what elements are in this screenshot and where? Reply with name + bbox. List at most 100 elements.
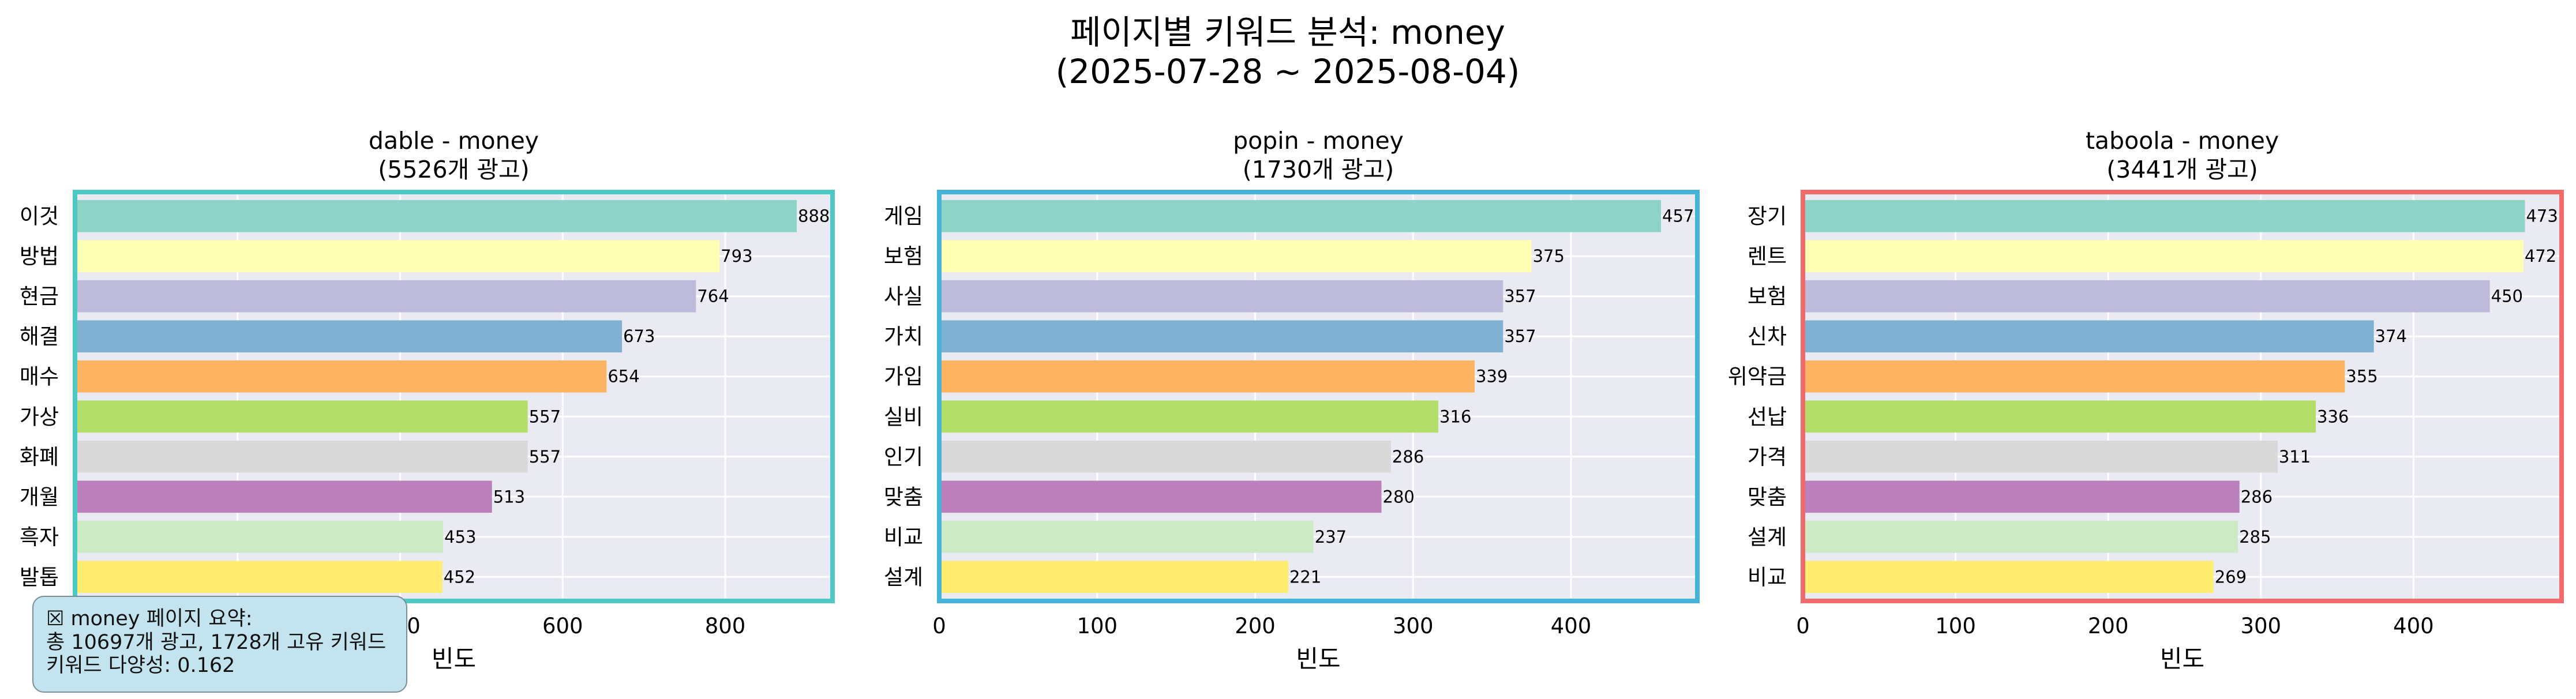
summary-box: ☒ money 페이지 요약: 총 10697개 광고, 1728개 고유 키워… — [32, 596, 407, 693]
category-label: 인기 — [884, 445, 923, 469]
value-label: 457 — [1662, 206, 1694, 226]
bar — [75, 320, 623, 353]
bar — [1803, 440, 2278, 473]
category-label: 렌트 — [1748, 244, 1787, 269]
category-label: 보험 — [1748, 284, 1787, 309]
category-label: 방법 — [20, 244, 59, 269]
value-label: 355 — [2346, 367, 2378, 386]
x-tick-label: 800 — [705, 614, 746, 638]
bar — [939, 480, 1382, 513]
category-label: 설계 — [1748, 525, 1787, 550]
bar — [939, 561, 1288, 593]
value-label: 339 — [1476, 367, 1508, 386]
x-tick-label: 400 — [1551, 614, 1592, 638]
bar — [1803, 360, 2345, 393]
value-label: 450 — [2491, 287, 2523, 306]
panel-title-line1: dable - money — [369, 127, 539, 155]
bar — [1803, 280, 2490, 313]
value-label: 221 — [1289, 567, 1321, 587]
value-label: 513 — [493, 487, 525, 506]
panel-title-line2: (1730개 광고) — [1243, 156, 1394, 183]
bar — [939, 200, 1662, 232]
x-tick-label: 600 — [542, 614, 583, 638]
bar — [939, 240, 1532, 273]
panel-frame — [73, 190, 835, 603]
category-label: 화폐 — [20, 445, 59, 469]
value-label: 237 — [1315, 527, 1347, 547]
value-label: 280 — [1383, 487, 1415, 506]
category-label: 가치 — [884, 324, 923, 349]
panel-frame — [1801, 190, 2564, 603]
value-label: 793 — [721, 246, 752, 266]
value-label: 285 — [2239, 527, 2271, 547]
bar — [1803, 520, 2238, 553]
x-axis-label: 빈도 — [432, 645, 476, 673]
summary-line-3: 키워드 다양성: 0.162 — [46, 654, 235, 678]
category-label: 실비 — [884, 404, 923, 429]
figure-title-line2: (2025-07-28 ~ 2025-08-04) — [1056, 52, 1520, 91]
bar — [75, 480, 492, 513]
value-label: 286 — [2241, 487, 2273, 506]
value-label: 374 — [2375, 326, 2407, 346]
x-tick-label: 200 — [2088, 614, 2129, 638]
bar — [1803, 561, 2214, 593]
value-label: 764 — [697, 287, 729, 306]
panel-title-line1: taboola - money — [2086, 127, 2279, 155]
bar — [75, 280, 696, 313]
value-label: 375 — [1533, 246, 1565, 266]
summary-line-2: 총 10697개 광고, 1728개 고유 키워드 — [46, 630, 387, 654]
category-label: 개월 — [20, 484, 59, 509]
value-label: 357 — [1504, 326, 1536, 346]
category-label: 가상 — [20, 404, 59, 429]
value-label: 452 — [444, 567, 475, 587]
bar — [75, 360, 607, 393]
category-label: 신차 — [1748, 324, 1787, 349]
category-label: 이것 — [20, 204, 59, 229]
figure-title-line1: 페이지별 키워드 분석: money — [1070, 13, 1505, 52]
value-label: 557 — [529, 407, 561, 426]
panel-title-line2: (5526개 광고) — [378, 156, 530, 183]
value-label: 654 — [608, 367, 639, 386]
category-label: 보험 — [884, 244, 923, 269]
bar — [1803, 320, 2374, 353]
value-label: 286 — [1392, 447, 1424, 467]
panel-title-line2: (3441개 광고) — [2106, 156, 2258, 183]
value-label: 472 — [2525, 246, 2556, 266]
category-label: 매수 — [20, 364, 59, 389]
category-label: 흑자 — [20, 525, 59, 550]
x-tick-label: 100 — [1935, 614, 1976, 638]
category-label: 위약금 — [1728, 364, 1787, 389]
category-label: 발톱 — [20, 565, 59, 589]
category-label: 맞춤 — [1748, 484, 1787, 509]
category-label: 장기 — [1748, 204, 1787, 229]
panel-taboola: taboola - money (3441개 광고) 빈도 0 100 200 300… — [1728, 127, 2564, 673]
bar — [939, 440, 1391, 473]
value-label: 316 — [1439, 407, 1471, 426]
x-tick-label: 0 — [932, 614, 946, 638]
bar — [75, 440, 528, 473]
bar — [1803, 400, 2316, 433]
bar — [939, 400, 1439, 433]
value-label: 357 — [1504, 287, 1536, 306]
x-axis-label: 빈도 — [2160, 645, 2204, 673]
category-label: 맞춤 — [884, 484, 923, 509]
bar — [75, 200, 797, 232]
category-label: 선납 — [1748, 404, 1787, 429]
value-label: 673 — [623, 326, 655, 346]
category-label: 비교 — [1748, 565, 1787, 589]
value-label: 557 — [529, 447, 561, 467]
x-tick-label: 300 — [2240, 614, 2281, 638]
bar — [939, 520, 1314, 553]
panel-title-line1: popin - money — [1233, 127, 1404, 155]
category-label: 게임 — [884, 204, 923, 229]
bar — [1803, 480, 2240, 513]
bar — [75, 240, 720, 273]
value-label: 888 — [798, 206, 830, 226]
bar — [939, 320, 1503, 353]
value-label: 453 — [444, 527, 476, 547]
category-label: 사실 — [884, 284, 923, 309]
bar — [75, 400, 528, 433]
panel-popin: popin - money (1730개 광고) 빈도 0 100 200 300 40… — [884, 127, 1700, 673]
x-tick-label: 300 — [1393, 614, 1434, 638]
